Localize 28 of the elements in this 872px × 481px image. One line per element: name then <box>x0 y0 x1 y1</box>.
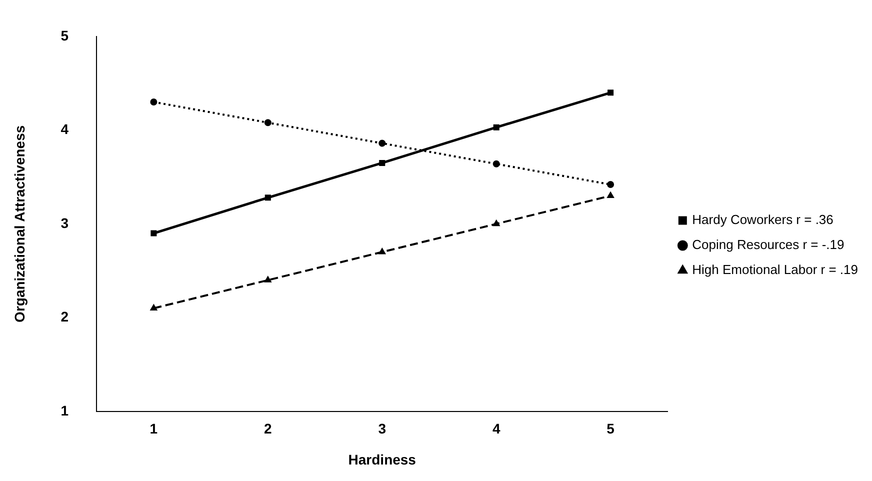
x-tick-label: 4 <box>492 420 500 437</box>
point <box>608 90 614 96</box>
point <box>150 98 158 106</box>
point <box>264 194 271 201</box>
point <box>378 248 386 254</box>
legend-label: High Emotional Labor r = .19 <box>692 262 858 278</box>
x-tick-label: 5 <box>606 420 615 437</box>
point <box>607 192 614 198</box>
point <box>264 276 272 282</box>
legend-label: Coping Resources r = -.19 <box>692 237 844 252</box>
y-tick-label: 4 <box>60 121 69 138</box>
x-tick-label: 3 <box>378 420 386 437</box>
x-axis-title: Hardiness <box>348 451 416 468</box>
y-tick-label: 3 <box>60 214 69 231</box>
y-axis-title: Organizational Attractiveness <box>11 125 28 322</box>
point <box>150 230 157 236</box>
point <box>493 124 500 130</box>
y-tick-label: 1 <box>60 402 69 418</box>
y-tick-label: 5 <box>60 27 69 44</box>
x-tick-label: 1 <box>150 420 158 437</box>
x-tick-label: 2 <box>264 420 272 437</box>
y-tick-label: 2 <box>60 308 69 325</box>
point <box>492 160 500 168</box>
point <box>607 181 614 188</box>
point <box>379 160 386 166</box>
point <box>264 119 272 126</box>
legend-label: Hardy Coworkers r = .36 <box>692 212 834 228</box>
point <box>378 140 386 147</box>
